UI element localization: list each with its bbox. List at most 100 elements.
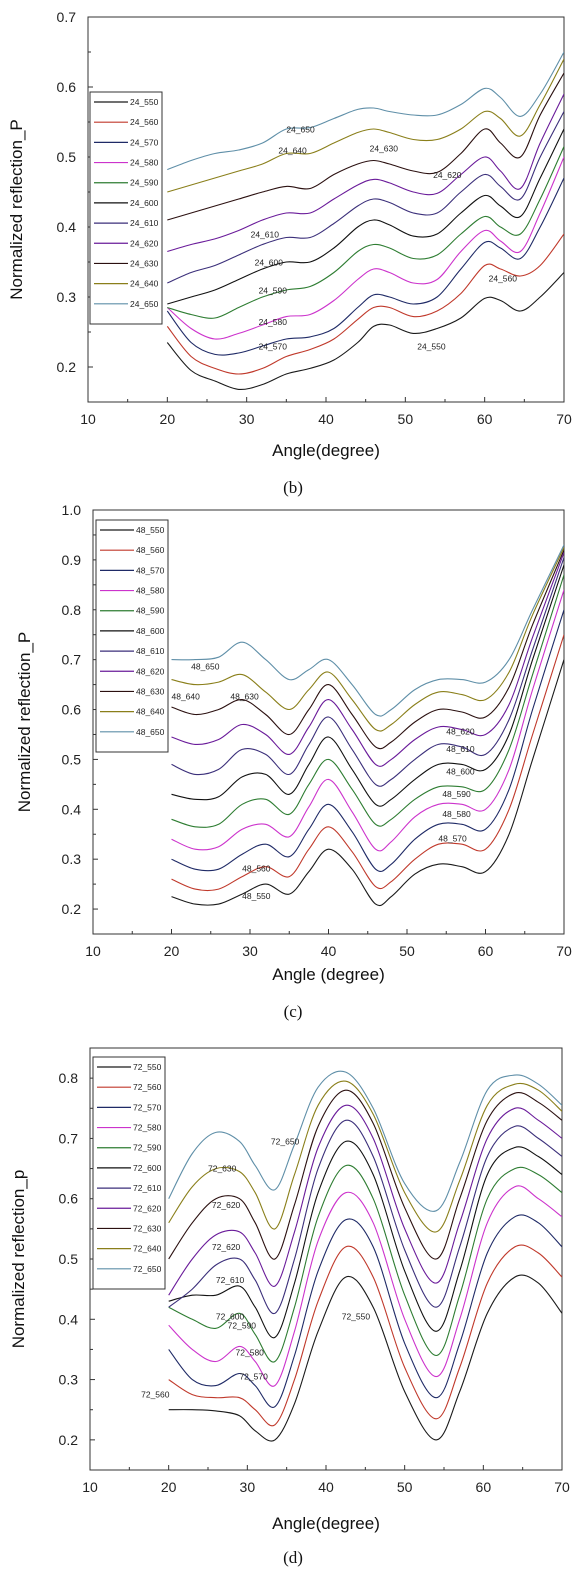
series-line-24_620 xyxy=(167,93,564,253)
curve-label: 48_580 xyxy=(442,809,471,819)
legend-box xyxy=(89,91,163,325)
series-line-72_610 xyxy=(168,1119,562,1314)
legend-entry: 24_650 xyxy=(130,299,159,309)
curve-label: 72_620 xyxy=(212,1200,241,1210)
legend-entry: 72_560 xyxy=(133,1082,162,1092)
legend-entry: 24_590 xyxy=(130,178,159,188)
x-tick-label: 50 xyxy=(398,411,414,427)
y-tick-label: 0.2 xyxy=(59,1432,79,1448)
legend-entry: 48_640 xyxy=(136,707,165,717)
x-tick-label: 20 xyxy=(164,943,180,959)
curve-label: 24_600 xyxy=(255,258,284,268)
x-tick-label: 20 xyxy=(161,1479,177,1495)
series-line-72_590 xyxy=(168,1164,562,1363)
legend-entry: 24_570 xyxy=(130,137,159,147)
curve-label: 24_610 xyxy=(251,230,280,240)
x-tick-label: 20 xyxy=(160,411,176,427)
series-line-24_630 xyxy=(167,72,564,221)
legend-entry: 72_600 xyxy=(133,1163,162,1173)
x-tick-label: 10 xyxy=(80,411,96,427)
legend-entry: 24_610 xyxy=(130,218,159,228)
series-line-24_590 xyxy=(167,146,564,319)
y-tick-label: 0.6 xyxy=(59,1191,79,1207)
series-line-48_550 xyxy=(171,659,564,907)
curve-label: 24_650 xyxy=(286,125,315,135)
series-group xyxy=(171,544,564,907)
x-tick-label: 40 xyxy=(321,943,337,959)
series-line-48_580 xyxy=(171,589,564,852)
curve-label: 48_610 xyxy=(446,744,475,754)
legend-box xyxy=(95,519,169,753)
x-tick-label: 60 xyxy=(477,411,493,427)
x-axis-label: Angle (degree) xyxy=(272,965,384,984)
y-tick-label: 0.8 xyxy=(62,602,82,618)
y-tick-label: 0.5 xyxy=(59,1251,79,1267)
y-tick-label: 0.9 xyxy=(62,552,82,568)
series-line-24_600 xyxy=(167,128,564,305)
curve-label: 72_560 xyxy=(141,1390,170,1400)
y-tick-label: 0.8 xyxy=(59,1070,79,1086)
curve-label: 48_630 xyxy=(230,692,259,702)
legend-entry: 72_550 xyxy=(133,1062,162,1072)
curve-label: 48_590 xyxy=(442,789,471,799)
series-line-48_650 xyxy=(171,544,564,717)
legend-entry: 48_620 xyxy=(136,666,165,676)
legend-entry: 72_610 xyxy=(133,1183,162,1193)
curve-label: 24_620 xyxy=(433,170,462,180)
series-line-48_620 xyxy=(171,552,564,767)
y-tick-label: 0.5 xyxy=(62,751,82,767)
curve-label: 24_640 xyxy=(278,146,307,156)
y-tick-label: 0.2 xyxy=(62,901,82,917)
curve-label: 48_560 xyxy=(242,864,271,874)
x-tick-label: 50 xyxy=(399,943,415,959)
legend-entry: 24_580 xyxy=(130,158,159,168)
curve-label: 24_590 xyxy=(259,286,288,296)
legend-entry: 48_550 xyxy=(136,525,165,535)
panel-caption: (c) xyxy=(284,1002,303,1021)
y-tick-label: 0.5 xyxy=(57,149,77,165)
curve-label: 72_650 xyxy=(271,1136,300,1146)
legend-entry: 24_550 xyxy=(130,97,159,107)
x-tick-label: 40 xyxy=(318,411,334,427)
series-line-48_630 xyxy=(171,549,564,750)
series-line-72_620 xyxy=(168,1104,562,1296)
legend-entry: 24_640 xyxy=(130,279,159,289)
panel-caption: (b) xyxy=(283,478,303,497)
series-line-24_650 xyxy=(167,51,564,171)
x-tick-label: 60 xyxy=(476,1479,492,1495)
curve-label: 48_620 xyxy=(446,726,475,736)
curve-label: 48_650 xyxy=(191,662,220,672)
y-tick-label: 0.4 xyxy=(62,801,82,817)
curve-label: 72_570 xyxy=(239,1372,268,1382)
curve-label: 72_630 xyxy=(208,1164,237,1174)
series-line-72_570 xyxy=(168,1214,562,1409)
curve-label: 48_570 xyxy=(438,834,467,844)
x-tick-label: 40 xyxy=(318,1479,334,1495)
y-tick-label: 0.4 xyxy=(59,1311,79,1327)
series-line-72_600 xyxy=(168,1140,562,1339)
curve-label: 72_610 xyxy=(216,1275,245,1285)
curve-label: 24_570 xyxy=(259,342,288,352)
curve-label: 72_580 xyxy=(236,1347,265,1357)
legend-entry: 72_580 xyxy=(133,1123,162,1133)
y-axis-label: Normalized reflection_P xyxy=(7,119,26,299)
x-tick-label: 10 xyxy=(82,1479,98,1495)
series-line-48_610 xyxy=(171,557,564,787)
series-group xyxy=(166,51,564,391)
y-tick-label: 0.6 xyxy=(57,79,77,95)
legend-entry: 48_650 xyxy=(136,727,165,737)
legend-entry: 48_570 xyxy=(136,565,165,575)
curve-label: 24_580 xyxy=(259,317,288,327)
chart-panel-1: 10 20 30 40 50 60 70 0.2 0.3 0.4 0.5 0.6 0.7 Angle(de… xyxy=(7,9,572,497)
curve-label: 24_560 xyxy=(489,274,518,284)
series-line-24_560 xyxy=(166,233,564,375)
series-line-72_550 xyxy=(168,1274,562,1442)
x-tick-label: 50 xyxy=(397,1479,413,1495)
legend-entry: 72_630 xyxy=(133,1223,162,1233)
x-tick-label: 60 xyxy=(478,943,494,959)
x-tick-label: 30 xyxy=(242,943,258,959)
series-line-24_550 xyxy=(166,272,564,391)
x-axis-label: Angle(degree) xyxy=(272,441,380,460)
legend-entry: 48_590 xyxy=(136,606,165,616)
